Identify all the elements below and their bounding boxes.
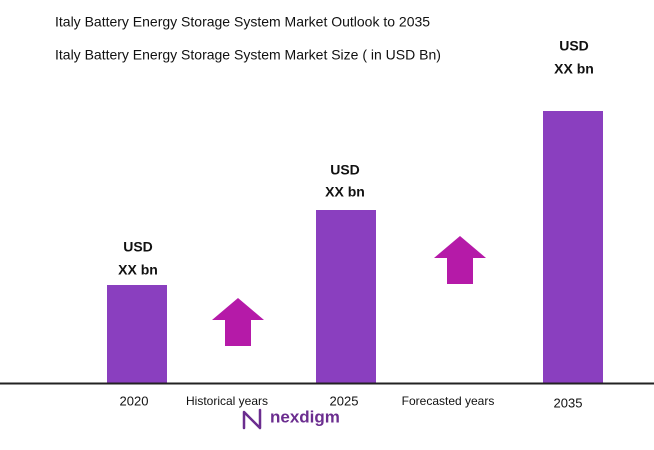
logo: nexdigm: [270, 407, 340, 426]
bar: [107, 285, 167, 383]
value-label: XX bn: [325, 184, 365, 200]
x-label: 2035: [554, 395, 583, 410]
value-label: USD: [123, 239, 153, 255]
value-label: USD: [559, 38, 589, 54]
x-label: 2025: [330, 393, 359, 408]
up-arrow: [434, 236, 486, 284]
value-label: XX bn: [118, 262, 158, 278]
chart-subtitle: Italy Battery Energy Storage System Mark…: [55, 47, 441, 63]
chart-title: Italy Battery Energy Storage System Mark…: [55, 14, 430, 30]
value-label: USD: [330, 162, 360, 178]
x-label: 2020: [120, 393, 149, 408]
up-arrow: [212, 298, 264, 346]
annotation: Forecasted years: [402, 394, 495, 408]
annotation: Historical years: [186, 394, 268, 408]
bar: [316, 210, 376, 383]
value-label: XX bn: [554, 61, 594, 77]
bar: [543, 111, 603, 383]
logo-icon: [242, 408, 262, 430]
